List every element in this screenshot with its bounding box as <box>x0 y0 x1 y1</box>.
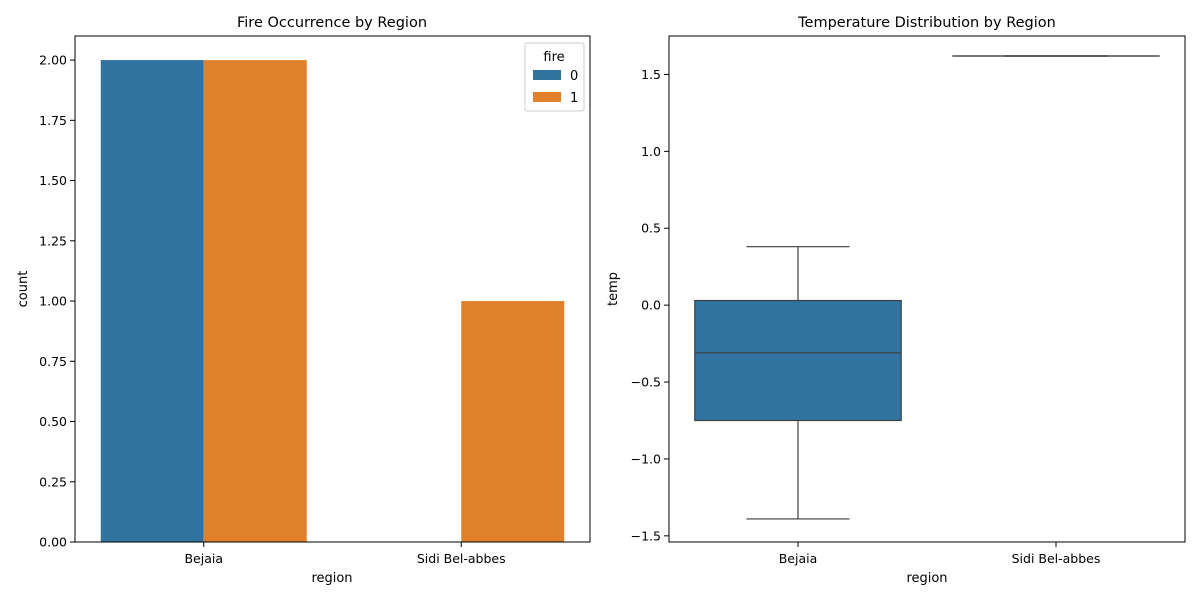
x-axis-ticks: Bejaia Sidi Bel-abbes <box>184 542 506 566</box>
y-tick-label: −1.0 <box>631 451 661 466</box>
x-tick-label: Sidi Bel-abbes <box>417 551 506 566</box>
legend: fire 0 1 <box>524 42 585 112</box>
legend-label-fire-0: 0 <box>570 69 578 84</box>
x-axis-label: region <box>906 571 947 586</box>
y-tick-label: −0.5 <box>631 375 661 390</box>
x-tick-label: Bejaia <box>184 551 223 566</box>
bars <box>100 60 565 542</box>
y-tick-label: 0.5 <box>641 221 661 236</box>
y-tick-label: 1.25 <box>39 233 67 248</box>
y-tick-label: 1.75 <box>39 113 67 128</box>
x-tick-label: Bejaia <box>779 551 818 566</box>
bar-bejaia-fire-0 <box>100 60 204 542</box>
y-tick-label: 1.0 <box>641 144 661 159</box>
box-bejaia <box>694 299 902 422</box>
y-axis-ticks: 0.00 0.25 0.50 0.75 1.00 1.25 1.50 1.75 2.00 <box>39 53 75 550</box>
bar-sidi-bel-abbes-fire-1 <box>461 301 565 542</box>
y-tick-label: 0.25 <box>39 474 67 489</box>
y-axis-ticks: −1.5 −1.0 −0.5 0.0 0.5 1.0 1.5 <box>631 67 669 543</box>
legend-swatch-fire-0 <box>533 70 561 80</box>
legend-label-fire-1: 1 <box>570 91 578 106</box>
boxes <box>694 55 1160 520</box>
temperature-distribution-chart: Temperature Distribution by Region −1.5−… <box>606 15 1186 586</box>
y-tick-label: 0.00 <box>39 535 67 550</box>
x-axis-ticks: Bejaia Sidi Bel-abbes <box>779 542 1101 566</box>
y-tick-label: 1.00 <box>39 294 67 309</box>
plot-frame <box>668 35 1186 543</box>
y-tick-label: 0.50 <box>39 414 67 429</box>
y-tick-label: 1.50 <box>39 173 67 188</box>
chart-title: Temperature Distribution by Region <box>797 15 1056 31</box>
x-tick-label: Sidi Bel-abbes <box>1012 551 1101 566</box>
fire-occurrence-chart: Fire Occurrence by Region 0.000.250.500.… <box>16 15 591 586</box>
legend-title: fire <box>543 50 564 65</box>
chart-title: Fire Occurrence by Region <box>237 15 427 31</box>
y-tick-label: 0.0 <box>641 298 661 313</box>
y-tick-label: 2.00 <box>39 53 67 68</box>
y-tick-label: 1.5 <box>641 67 661 82</box>
plot-frame <box>74 35 591 543</box>
y-axis-label: count <box>16 271 31 308</box>
bar-bejaia-fire-1 <box>203 60 307 542</box>
legend-swatch-fire-1 <box>533 92 561 102</box>
x-axis-label: region <box>311 571 352 586</box>
y-tick-label: 0.75 <box>39 354 67 369</box>
y-axis-label: temp <box>606 272 621 306</box>
y-tick-label: −1.5 <box>631 528 661 543</box>
